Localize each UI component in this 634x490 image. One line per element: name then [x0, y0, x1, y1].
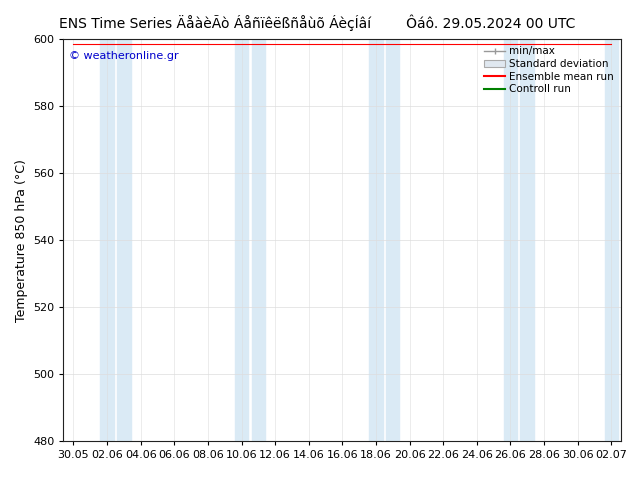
Bar	[621, 39, 634, 441]
Bar	[604, 39, 618, 441]
Bar	[100, 39, 114, 441]
Bar	[117, 39, 131, 441]
Bar	[503, 39, 517, 441]
Text: ENS Time Series ÄåàèÃò Áåñïêëßñåùõ ÁèçÍâí        Ôáô. 29.05.2024 00 UTC: ENS Time Series ÄåàèÃò Áåñïêëßñåùõ ÁèçÍâ…	[59, 15, 575, 31]
Bar	[252, 39, 265, 441]
Text: © weatheronline.gr: © weatheronline.gr	[69, 51, 179, 61]
Y-axis label: Temperature 850 hPa (°C): Temperature 850 hPa (°C)	[15, 159, 27, 321]
Bar	[521, 39, 534, 441]
Bar	[386, 39, 399, 441]
Bar	[235, 39, 249, 441]
Bar	[369, 39, 383, 441]
Legend: min/max, Standard deviation, Ensemble mean run, Controll run: min/max, Standard deviation, Ensemble me…	[482, 45, 616, 97]
